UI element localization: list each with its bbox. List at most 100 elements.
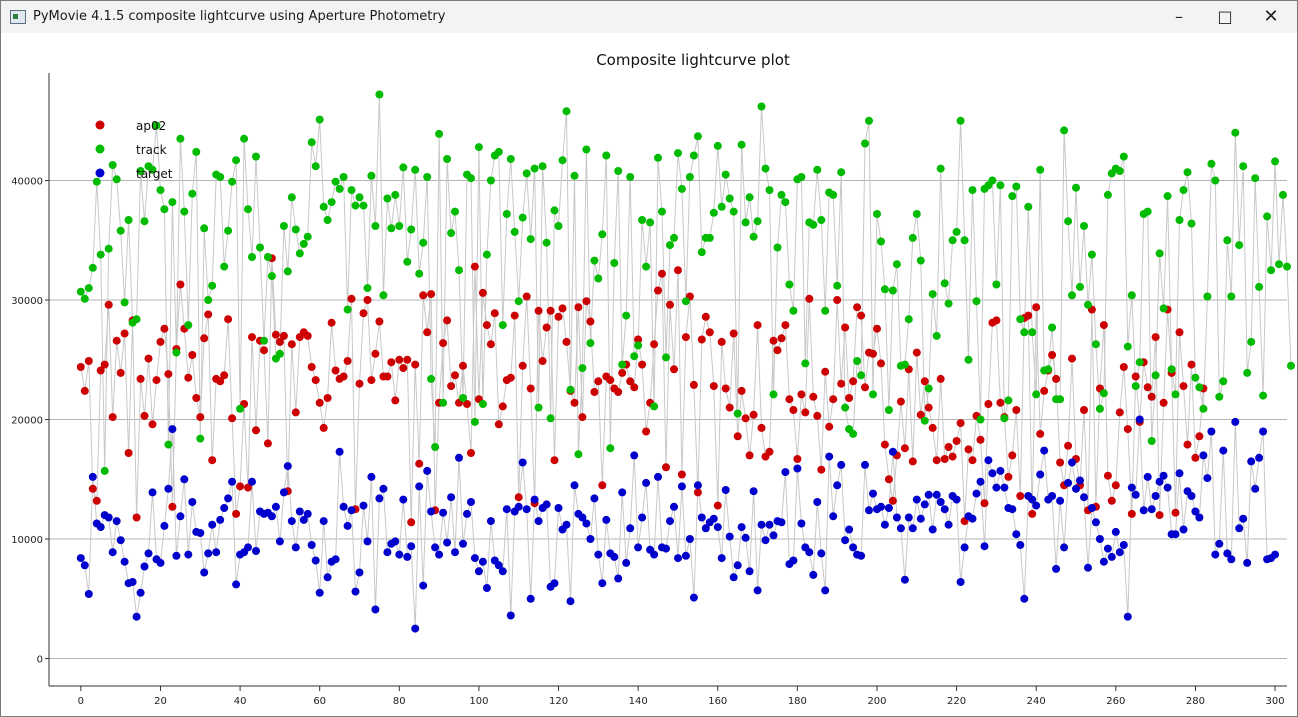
legend-label-track: track	[136, 143, 167, 157]
data-point-track	[467, 174, 475, 183]
data-point-track	[1123, 342, 1132, 351]
data-point-track	[968, 186, 977, 195]
maximize-button[interactable]: □	[1202, 1, 1248, 33]
data-point-track	[530, 164, 539, 173]
data-point-target	[164, 484, 173, 493]
data-point-track	[359, 201, 368, 210]
data-point-track	[960, 236, 969, 245]
data-point-ap02	[427, 290, 436, 299]
data-point-target	[148, 488, 157, 497]
data-point-track	[884, 406, 893, 414]
data-point-target	[1215, 539, 1224, 548]
data-point-ap02	[725, 403, 734, 412]
data-point-target	[419, 581, 428, 590]
data-point-target	[463, 509, 471, 518]
data-point-track	[697, 248, 706, 257]
data-point-ap02	[773, 346, 782, 355]
data-point-ap02	[1147, 392, 1156, 401]
data-point-ap02	[546, 306, 555, 315]
data-point-target	[924, 490, 933, 499]
data-point-target	[128, 578, 137, 586]
data-point-ap02	[741, 414, 750, 423]
data-point-track	[451, 207, 459, 216]
data-point-target	[638, 513, 647, 522]
data-point-track	[670, 233, 678, 242]
data-point-target	[634, 543, 643, 552]
data-point-track	[200, 224, 209, 233]
data-point-track	[1175, 216, 1184, 224]
data-point-target	[518, 458, 527, 467]
lightcurve-chart[interactable]: Composite lightcurve plot 0 10000 20000 300…	[1, 33, 1297, 716]
data-point-ap02	[387, 358, 396, 367]
data-point-ap02	[132, 513, 141, 522]
data-point-track	[1203, 292, 1212, 301]
data-point-target	[1076, 476, 1084, 485]
data-point-target	[614, 574, 623, 583]
data-point-track	[204, 296, 213, 304]
data-point-track	[801, 359, 810, 368]
data-point-track	[924, 384, 933, 393]
data-point-track	[1080, 222, 1088, 230]
data-point-target	[502, 505, 511, 514]
data-point-target	[403, 552, 412, 561]
title-bar[interactable]: PyMovie 4.1.5 composite lightcurve using…	[1, 1, 1297, 33]
data-point-track	[566, 385, 575, 394]
data-point-track	[558, 156, 567, 165]
data-point-target	[677, 482, 686, 491]
y-tick-label: 10000	[11, 535, 43, 546]
data-point-target	[1135, 415, 1144, 424]
data-point-target	[176, 512, 185, 521]
data-point-target	[271, 502, 280, 511]
data-point-ap02	[148, 420, 157, 429]
data-point-track	[562, 107, 571, 116]
x-tick-label: 40	[234, 696, 247, 707]
app-icon	[10, 10, 26, 24]
data-point-ap02	[184, 373, 193, 382]
data-point-ap02	[228, 414, 237, 423]
data-point-ap02	[108, 413, 117, 422]
data-point-track	[932, 331, 941, 340]
data-point-ap02	[857, 311, 866, 320]
minimize-icon: –	[1175, 7, 1183, 26]
data-point-target	[1084, 563, 1092, 572]
x-tick-label: 20	[154, 696, 167, 707]
data-point-ap02	[116, 368, 125, 377]
data-point-target	[395, 550, 404, 559]
data-point-target	[857, 551, 866, 560]
data-point-track	[100, 466, 109, 475]
data-point-target	[1175, 469, 1184, 478]
data-point-ap02	[924, 403, 933, 412]
data-point-target	[566, 597, 575, 606]
data-point-target	[367, 472, 376, 481]
data-point-ap02	[873, 324, 881, 333]
data-point-target	[415, 482, 424, 491]
data-point-target	[865, 506, 873, 515]
data-point-track	[674, 149, 682, 158]
data-point-track	[626, 173, 635, 181]
plot-area[interactable]: Composite lightcurve plot 0 10000 20000 300…	[1, 33, 1297, 716]
data-point-track	[1287, 361, 1295, 370]
data-point-target	[797, 519, 806, 528]
data-point-track	[252, 152, 260, 161]
data-point-target	[892, 513, 901, 522]
data-point-track	[343, 305, 352, 314]
data-point-target	[1095, 535, 1104, 543]
data-point-ap02	[650, 340, 659, 349]
data-point-target	[833, 481, 842, 490]
data-point-ap02	[701, 312, 710, 321]
data-point-ap02	[853, 303, 862, 312]
data-point-target	[363, 537, 372, 546]
data-point-ap02	[916, 410, 925, 419]
data-point-target	[729, 573, 738, 582]
minimize-button[interactable]: –	[1156, 1, 1202, 33]
data-point-track	[948, 236, 957, 245]
data-point-ap02	[439, 339, 448, 348]
data-point-target	[451, 548, 459, 557]
data-point-target	[610, 552, 619, 561]
data-point-track	[550, 206, 559, 215]
data-point-track	[1235, 241, 1244, 250]
data-point-ap02	[582, 297, 591, 306]
data-point-ap02	[323, 394, 332, 402]
data-point-track	[1119, 152, 1128, 161]
close-button[interactable]: ✕	[1248, 1, 1294, 33]
